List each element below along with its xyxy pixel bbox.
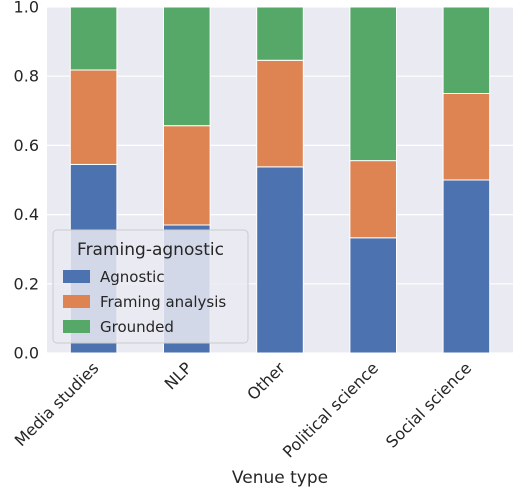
x-tick-label: Political science — [279, 358, 382, 461]
bar-grounded — [442, 6, 491, 94]
bar-grounded — [349, 6, 397, 162]
legend-title: Framing-agnostic — [77, 240, 224, 260]
y-tick-label: 0.2 — [14, 274, 39, 293]
bar-framing-analysis — [256, 59, 304, 168]
bar-agnostic — [256, 166, 304, 354]
bar-framing-analysis — [69, 69, 118, 165]
bar-agnostic — [442, 179, 491, 354]
legend-entry-label: Grounded — [100, 318, 174, 336]
legend-swatch — [63, 270, 90, 283]
bar-framing-analysis — [349, 160, 397, 239]
y-tick-label: 0.0 — [14, 344, 39, 363]
bar-grounded — [69, 6, 118, 71]
y-tick-labels: 0.0 0.2 0.4 0.6 0.8 1.0 — [14, 0, 39, 363]
legend: Framing-agnostic Agnostic Framing analysi… — [52, 229, 249, 344]
x-tick-label: Media studies — [11, 358, 103, 450]
legend-box — [52, 229, 249, 344]
x-tick-label: Other — [243, 358, 289, 404]
y-tick-label: 1.0 — [14, 0, 39, 17]
legend-entry-label: Agnostic — [100, 268, 165, 286]
legend-swatch — [63, 320, 90, 333]
x-tick-label: NLP — [161, 358, 196, 393]
bar-grounded — [256, 6, 304, 61]
y-tick-label: 0.4 — [14, 205, 39, 224]
y-tick-label: 0.8 — [14, 67, 39, 86]
bar-grounded — [163, 6, 211, 127]
bar-agnostic — [349, 237, 397, 354]
bar-framing-analysis — [442, 93, 491, 181]
x-tick-label: Social science — [382, 358, 475, 451]
bar-framing-analysis — [163, 125, 211, 226]
x-axis-label: Venue type — [232, 468, 328, 488]
y-tick-label: 0.6 — [14, 136, 39, 155]
legend-swatch — [63, 295, 90, 308]
legend-entry-label: Framing analysis — [100, 293, 226, 311]
